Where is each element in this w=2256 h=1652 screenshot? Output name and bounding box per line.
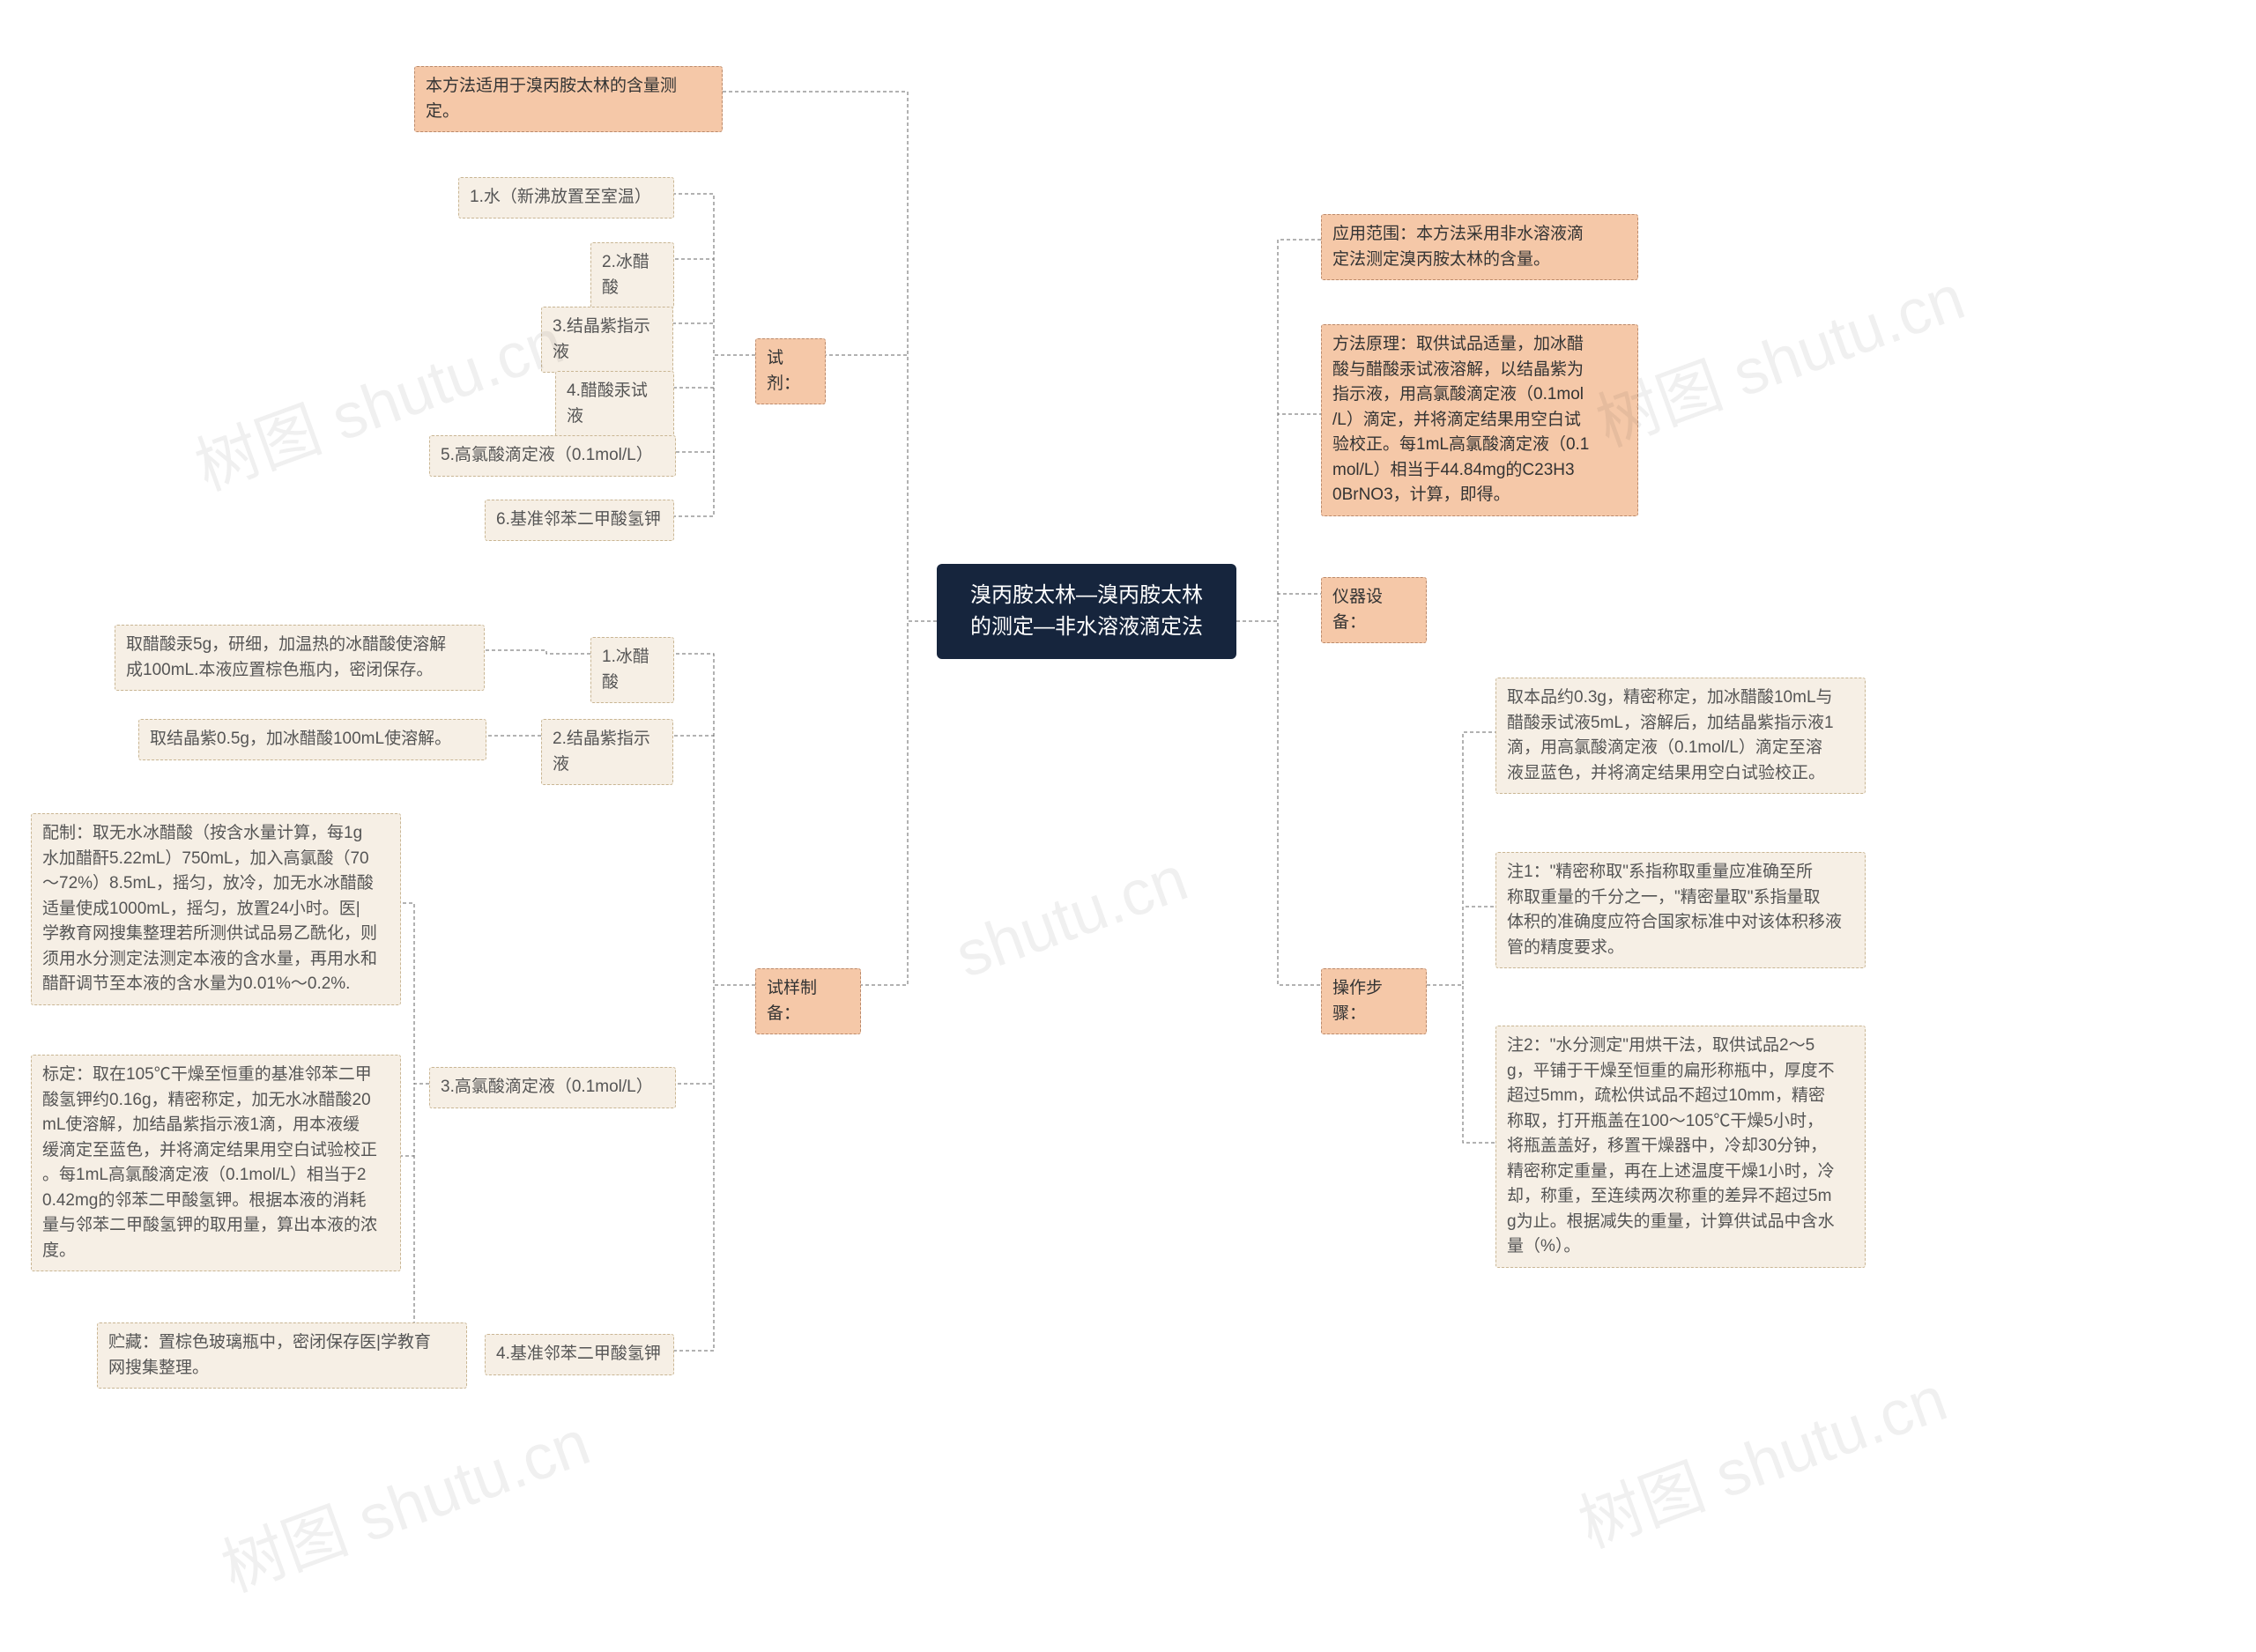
node-s1: 取本品约0.3g，精密称定，加冰醋酸10mL与醋酸汞试液5mL，溶解后，加结晶紫… [1495, 678, 1866, 794]
node-r6: 6.基准邻苯二甲酸氢钾 [485, 500, 674, 541]
node-r2: 2.冰醋酸 [590, 242, 674, 308]
node-p3a: 配制：取无水冰醋酸（按含水量计算，每1g水加醋酐5.22mL）750mL，加入高… [31, 813, 401, 1005]
node-p4: 4.基准邻苯二甲酸氢钾 [485, 1334, 674, 1375]
node-p3: 3.高氯酸滴定液（0.1mol/L） [429, 1067, 676, 1108]
watermark-4: shutu.cn [946, 842, 1197, 992]
node-r3: 3.结晶紫指示液 [541, 307, 673, 373]
node-s3: 注2："水分测定"用烘干法，取供试品2～5g，平铺于干燥至恒重的扁形称瓶中，厚度… [1495, 1026, 1866, 1268]
node-scope: 本方法适用于溴丙胺太林的含量测定。 [414, 66, 723, 132]
node-steps: 操作步骤： [1321, 968, 1427, 1034]
node-p3b: 标定：取在105℃干燥至恒重的基准邻苯二甲酸氢钾约0.16g，精密称定，加无水冰… [31, 1055, 401, 1271]
watermark-1: 树图 shutu.cn [1582, 246, 1975, 464]
node-equip: 仪器设备： [1321, 577, 1427, 643]
watermark-3: 树图 shutu.cn [1564, 1347, 1957, 1566]
node-r1: 1.水（新沸放置至室温） [458, 177, 674, 219]
node-p1: 1.冰醋酸 [590, 637, 674, 703]
node-reagent: 试剂： [755, 338, 826, 404]
node-r4: 4.醋酸汞试液 [555, 371, 674, 437]
node-app: 应用范围：本方法采用非水溶液滴定法测定溴丙胺太林的含量。 [1321, 214, 1638, 280]
center-node: 溴丙胺太林—溴丙胺太林的测定—非水溶液滴定法 [937, 564, 1236, 659]
node-prep: 试样制备： [755, 968, 861, 1034]
watermark-2: 树图 shutu.cn [207, 1391, 600, 1610]
node-principle: 方法原理：取供试品适量，加冰醋酸与醋酸汞试液溶解，以结晶紫为指示液，用高氯酸滴定… [1321, 324, 1638, 516]
node-p2: 2.结晶紫指示液 [541, 719, 673, 785]
node-p1d: 取醋酸汞5g，研细，加温热的冰醋酸使溶解成100mL.本液应置棕色瓶内，密闭保存… [115, 625, 485, 691]
node-p3c: 贮藏：置棕色玻璃瓶中，密闭保存医|学教育网搜集整理。 [97, 1322, 467, 1389]
node-s2: 注1："精密称取"系指称取重量应准确至所称取重量的千分之一，"精密量取"系指量取… [1495, 852, 1866, 968]
node-r5: 5.高氯酸滴定液（0.1mol/L） [429, 435, 676, 477]
node-p2d: 取结晶紫0.5g，加冰醋酸100mL使溶解。 [138, 719, 486, 760]
